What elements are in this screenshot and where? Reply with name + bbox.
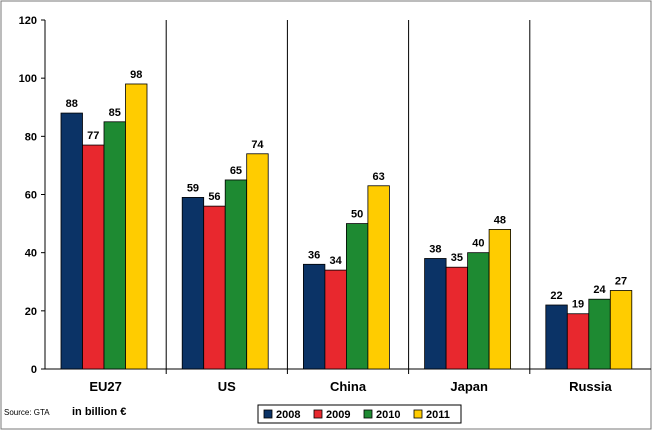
bar-japan-2009 <box>445 266 469 370</box>
y-tick-label: 80 <box>25 131 37 143</box>
y-tick-label: 20 <box>25 306 37 318</box>
data-label: 63 <box>373 171 385 183</box>
bar-china-2010 <box>345 223 369 370</box>
y-tick-label: 100 <box>19 73 37 85</box>
bar-us-2008 <box>181 197 205 370</box>
data-label: 77 <box>87 130 99 142</box>
data-label: 34 <box>330 255 343 267</box>
legend-label-2008: 2008 <box>276 409 300 421</box>
x-category-label: China <box>330 379 367 394</box>
legend-label-2011: 2011 <box>426 409 450 421</box>
x-category-label: EU27 <box>89 379 122 394</box>
bar-china-2011 <box>367 185 390 370</box>
data-label: 38 <box>429 243 441 255</box>
data-label: 85 <box>109 107 121 119</box>
bar-russia-2008 <box>545 304 568 370</box>
x-category-label: Russia <box>569 379 612 394</box>
legend-swatch-2009 <box>313 409 323 419</box>
bar-us-2010 <box>224 179 248 370</box>
y-tick-label: 40 <box>25 248 37 260</box>
bar-china-2009 <box>324 269 347 370</box>
x-category-label: Japan <box>450 379 488 394</box>
bar-russia-2009 <box>566 313 590 370</box>
y-tick-label: 0 <box>31 364 37 376</box>
data-label: 35 <box>451 252 463 264</box>
data-label: 59 <box>187 182 199 194</box>
bar-japan-2010 <box>467 252 490 370</box>
data-label: 65 <box>230 165 242 177</box>
y-tick-label: 120 <box>19 15 37 27</box>
bar-eu27-2011 <box>125 83 148 370</box>
data-label: 40 <box>472 238 484 250</box>
bar-china-2008 <box>302 263 326 370</box>
legend: 2008 2009 2010 2011 <box>257 404 462 424</box>
data-label: 56 <box>208 191 220 203</box>
data-label: 74 <box>251 139 264 151</box>
data-label: 24 <box>593 284 606 296</box>
bar-eu27-2009 <box>82 144 105 370</box>
data-label: 98 <box>130 69 142 81</box>
data-label: 88 <box>66 98 78 110</box>
data-label: 36 <box>308 249 320 261</box>
legend-swatch-2010 <box>363 409 373 419</box>
bar-japan-2011 <box>488 228 512 370</box>
legend-label-2010: 2010 <box>376 409 400 421</box>
source-note: Source: GTA <box>4 408 50 417</box>
bar-eu27-2010 <box>103 121 126 370</box>
bar-eu27-2008 <box>60 112 83 370</box>
bar-us-2011 <box>246 153 269 370</box>
data-label: 48 <box>494 214 506 226</box>
data-label: 22 <box>550 290 562 302</box>
bar-japan-2008 <box>424 258 447 370</box>
legend-label-2009: 2009 <box>326 409 350 421</box>
x-category-label: US <box>218 379 236 394</box>
plot-area: 0 20 40 60 80 100 120 88 77 85 98 EU27 59 56 65 74 US 36 3… <box>19 15 651 394</box>
data-label: 50 <box>351 209 363 221</box>
legend-swatch-2008 <box>263 409 273 419</box>
data-label: 27 <box>615 275 627 287</box>
y-tick-label: 60 <box>25 190 37 202</box>
unit-label: in billion € <box>72 406 126 418</box>
data-label: 19 <box>572 299 584 311</box>
legend-swatch-2011 <box>413 409 423 419</box>
bar-us-2009 <box>203 205 226 370</box>
bar-russia-2011 <box>609 290 633 370</box>
legend-box <box>257 404 462 424</box>
bar-russia-2010 <box>588 298 611 370</box>
